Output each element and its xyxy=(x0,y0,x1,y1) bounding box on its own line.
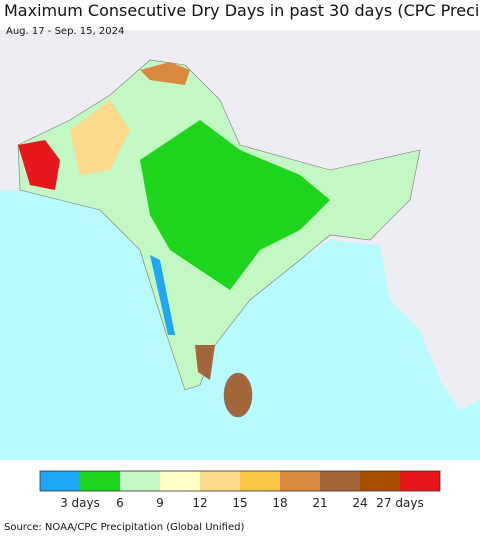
legend-swatch xyxy=(320,471,360,491)
legend-border xyxy=(39,470,441,492)
dry-zone-north xyxy=(140,62,190,85)
source: Source: NOAA/CPC Precipitation (Global U… xyxy=(4,522,244,533)
legend-label: 18 xyxy=(272,496,287,510)
legend-swatch xyxy=(200,471,240,491)
sri-lanka xyxy=(223,372,253,418)
ocean xyxy=(0,190,480,460)
legend-label: 21 xyxy=(312,496,327,510)
legend-label: 6 xyxy=(116,496,124,510)
legend-swatch xyxy=(400,471,440,491)
map xyxy=(0,30,480,460)
legend-label: 12 xyxy=(192,496,207,510)
dry-zone-orange xyxy=(70,100,130,175)
legend-swatch xyxy=(360,471,400,491)
legend-swatch xyxy=(280,471,320,491)
title: Maximum Consecutive Dry Days in past 30 … xyxy=(4,1,480,20)
legend-swatch xyxy=(40,471,80,491)
legend-label: 24 xyxy=(352,496,367,510)
dry-zone-south xyxy=(195,345,215,380)
legend: 3 days 6 9 12 15 18 21 24 27 days xyxy=(39,470,441,510)
legend-label: 15 xyxy=(232,496,247,510)
legend-swatch xyxy=(80,471,120,491)
legend-label: 3 days xyxy=(60,496,100,510)
subtitle: Aug. 17 - Sep. 15, 2024 xyxy=(6,26,124,37)
dry-zone-green xyxy=(140,120,330,290)
legend-swatch xyxy=(160,471,200,491)
legend-swatch xyxy=(240,471,280,491)
dry-zone-red xyxy=(18,140,60,190)
legend-swatch xyxy=(120,471,160,491)
dry-zone-blue xyxy=(150,255,175,335)
legend-label: 27 days xyxy=(376,496,423,510)
legend-label: 9 xyxy=(156,496,164,510)
